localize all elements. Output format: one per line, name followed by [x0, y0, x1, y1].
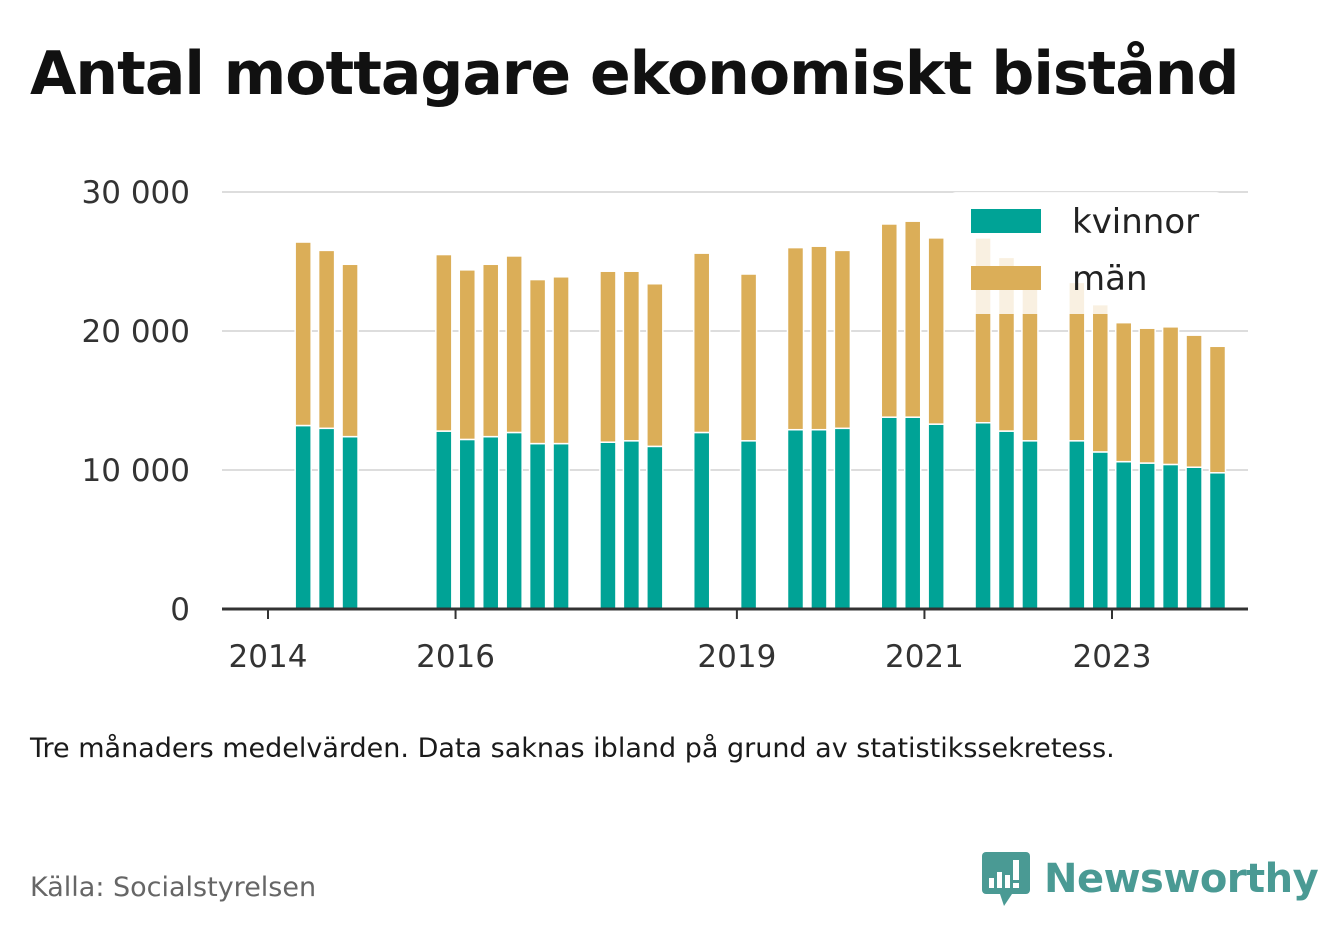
legend: kvinnor män [950, 192, 1222, 314]
bar-kvinnor-12 [692, 431, 711, 610]
bar-man-27 [1161, 326, 1180, 466]
bar-kvinnor-19 [927, 423, 945, 610]
bar-kvinnor-1 [317, 427, 336, 610]
legend-swatch-man [971, 266, 1041, 290]
y-tick-label: 10 000 [82, 453, 190, 489]
bar-man-6 [505, 255, 523, 434]
x-axis-ticks: 2014 2016 2019 2021 2023 [229, 609, 1152, 675]
bar-man-0 [294, 241, 312, 427]
bar-kvinnor-21 [997, 430, 1016, 610]
legend-swatch-kvinnor [971, 209, 1041, 233]
bar-kvinnor-3 [435, 430, 453, 610]
bar-man-10 [622, 270, 641, 442]
y-axis-ticks: 0 10 000 20 000 30 000 [82, 175, 190, 628]
bar-kvinnor-22 [1021, 440, 1039, 610]
bar-man-8 [552, 276, 570, 445]
bar-man-19 [927, 237, 945, 425]
source-text: Källa: Socialstyrelsen [30, 872, 317, 903]
bar-man-18 [903, 220, 922, 418]
bar-man-29 [1208, 345, 1227, 474]
bar-man-16 [833, 249, 852, 430]
bar-man-13 [739, 273, 758, 442]
bar-man-4 [458, 269, 477, 441]
chart-note: Tre månaders medelvärden. Data saknas ib… [30, 733, 1115, 764]
bar-kvinnor-11 [646, 445, 664, 610]
bar-kvinnor-13 [739, 440, 758, 610]
bar-kvinnor-23 [1068, 440, 1086, 610]
y-tick-label: 0 [170, 592, 190, 628]
bar-man-26 [1138, 327, 1156, 464]
x-tick-label: 2021 [885, 639, 964, 675]
bar-man-24 [1091, 303, 1110, 453]
chart-title: Antal mottagare ekonomiskt bistånd [30, 39, 1239, 109]
bar-man-28 [1185, 334, 1203, 468]
legend-label-man: män [1072, 259, 1148, 299]
bar-kvinnor-9 [599, 441, 617, 610]
bar-kvinnor-14 [786, 428, 805, 610]
bar-kvinnor-8 [552, 442, 570, 610]
x-tick-label: 2014 [229, 639, 308, 675]
bar-kvinnor-7 [528, 442, 547, 610]
bar-man-7 [528, 278, 547, 445]
bar-kvinnor-27 [1161, 463, 1180, 610]
newsworthy-logo-icon [982, 852, 1030, 906]
bar-kvinnor-4 [458, 438, 477, 610]
bar-kvinnor-20 [974, 421, 992, 610]
bar-kvinnor-29 [1208, 472, 1227, 610]
bar-kvinnor-6 [505, 431, 523, 610]
bar-kvinnor-25 [1114, 460, 1133, 610]
bar-kvinnor-18 [903, 416, 922, 610]
bar-kvinnor-2 [341, 435, 359, 610]
bar-man-3 [435, 253, 453, 432]
bar-man-17 [880, 223, 899, 418]
brand-logo: Newsworthy [980, 848, 1319, 910]
bar-kvinnor-24 [1091, 451, 1110, 610]
brand-name: Newsworthy [1044, 856, 1319, 902]
bar-man-2 [341, 263, 359, 438]
bar-kvinnor-28 [1185, 466, 1203, 610]
legend-label-kvinnor: kvinnor [1072, 202, 1199, 242]
bar-man-1 [317, 249, 336, 430]
y-tick-label: 20 000 [82, 314, 190, 350]
bar-kvinnor-5 [481, 435, 500, 610]
bar-man-5 [481, 263, 500, 438]
bar-kvinnor-15 [810, 428, 828, 610]
bar-man-15 [810, 245, 828, 431]
bar-kvinnor-26 [1138, 462, 1156, 610]
bar-man-9 [599, 270, 617, 443]
bar-kvinnor-16 [833, 427, 852, 610]
bar-kvinnor-0 [294, 424, 312, 610]
x-tick-label: 2023 [1073, 639, 1152, 675]
x-tick-label: 2019 [697, 639, 776, 675]
bar-man-14 [786, 246, 805, 431]
bar-man-11 [646, 282, 664, 448]
bar-stack-group [294, 220, 1227, 610]
y-tick-label: 30 000 [82, 175, 190, 211]
bar-kvinnor-17 [880, 416, 899, 610]
bar-man-12 [692, 252, 711, 434]
x-tick-label: 2016 [416, 639, 495, 675]
bar-man-25 [1114, 321, 1133, 463]
bar-kvinnor-10 [622, 440, 641, 610]
